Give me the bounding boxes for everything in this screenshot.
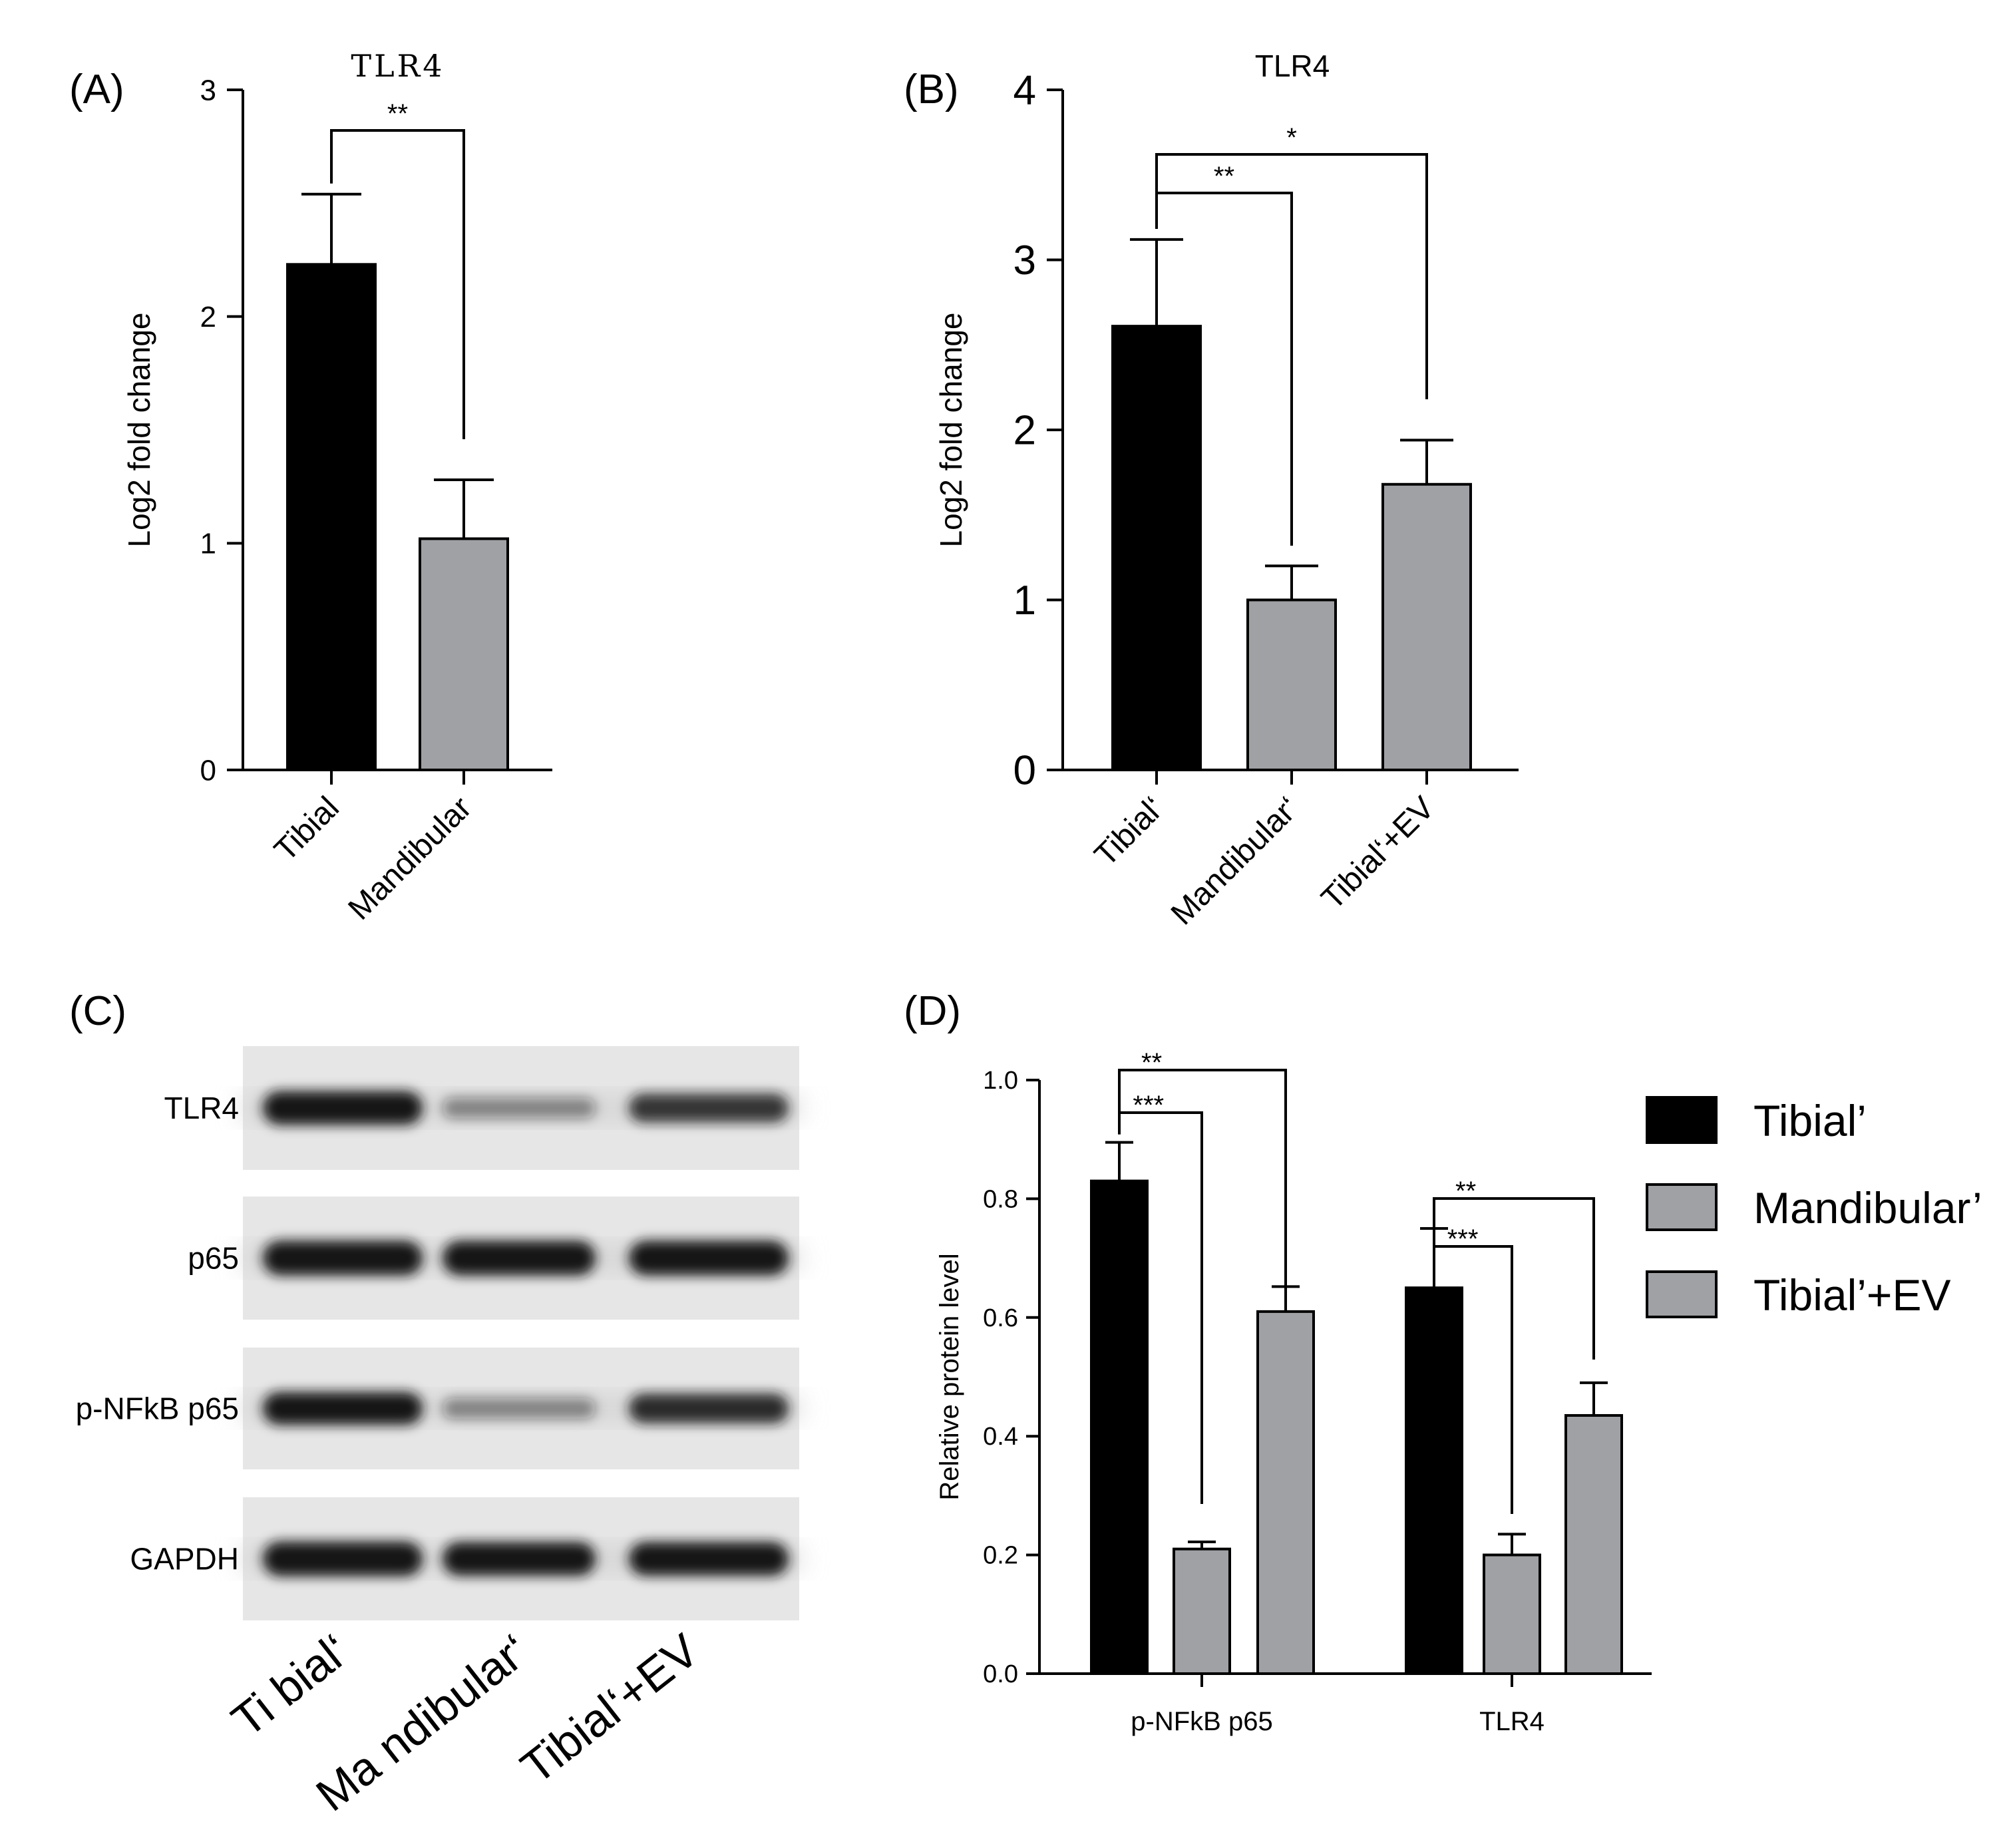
blot-band	[443, 1542, 596, 1576]
blot-lane-label: Tibial‘+EV	[511, 1624, 708, 1793]
bar	[1405, 1286, 1463, 1675]
blot-band	[263, 1392, 423, 1425]
bar	[1090, 1179, 1149, 1675]
y-tick-label: 0.0	[983, 1660, 1018, 1688]
blot-row: GAPDH	[130, 1497, 799, 1620]
blot-row: p-NFkB p65	[76, 1348, 799, 1469]
bar	[419, 537, 509, 772]
significance-label: **	[1214, 162, 1234, 191]
bar	[1111, 325, 1202, 771]
blot-band	[443, 1097, 596, 1119]
x-tick-label: Tibial‘	[1088, 790, 1171, 873]
blot-band	[263, 1091, 423, 1125]
bar	[1564, 1413, 1623, 1675]
bar	[1483, 1553, 1541, 1676]
legend-swatch	[1646, 1270, 1718, 1318]
blot-band	[629, 1393, 789, 1423]
y-tick-label: 3	[200, 74, 216, 106]
blot-row-label: GAPDH	[130, 1542, 239, 1576]
y-tick-label: 1	[200, 528, 216, 560]
panel-label-d: (D)	[904, 988, 961, 1034]
legend-item: Tibial’	[1646, 1096, 1867, 1145]
blot-band	[443, 1398, 596, 1419]
significance-bracket	[1433, 1197, 1595, 1360]
legend-swatch	[1646, 1183, 1718, 1231]
y-tick-label: 3	[1013, 238, 1036, 283]
chart-title: TLR4	[1255, 49, 1330, 83]
significance-label: *	[1286, 123, 1297, 152]
x-tick-label: Tibial‘+EV	[1315, 790, 1441, 916]
chart-b: 0 1 2 3 4 TLR4 Log2 fold change Tibial‘Mandibul…	[934, 49, 1519, 932]
y-tick-label: 2	[200, 301, 216, 333]
y-tick-label: 1.0	[983, 1067, 1018, 1095]
panel-label-b: (B)	[904, 67, 959, 112]
chart-a: 0 1 2 3 TLR4 Log2 fold change TibialMandibular…	[122, 48, 552, 927]
x-tick-label: TLR4	[1479, 1707, 1545, 1736]
y-tick-label: 2	[1013, 408, 1036, 454]
legend-item: Mandibular’	[1646, 1183, 1982, 1232]
significance-bracket	[1118, 1069, 1287, 1303]
x-tick-label: p-NFkB p65	[1131, 1707, 1272, 1736]
blot-row: TLR4	[164, 1046, 799, 1170]
bar	[1381, 482, 1472, 771]
x-tick-label: Mandibular‘	[1165, 790, 1306, 932]
blot-row-label: p-NFkB p65	[76, 1391, 239, 1426]
bar	[1173, 1547, 1231, 1675]
panel-label-c: (C)	[69, 988, 126, 1034]
legend-label: Mandibular’	[1753, 1183, 1982, 1232]
y-axis-title: Log2 fold change	[122, 313, 156, 548]
blot-row-label: TLR4	[164, 1091, 239, 1125]
blot-band	[629, 1542, 789, 1576]
y-tick-label: 0.8	[983, 1185, 1018, 1213]
significance-bracket	[330, 129, 465, 439]
significance-bracket	[1155, 153, 1428, 399]
y-axis-title: Log2 fold change	[934, 313, 968, 548]
y-tick-label: 1	[1013, 578, 1036, 624]
x-tick-label: Tibial	[268, 790, 345, 868]
y-tick-label: 0.2	[983, 1542, 1018, 1570]
blot-band	[629, 1093, 789, 1123]
significance-label: **	[387, 99, 408, 128]
panel-label-a: (A)	[69, 67, 124, 112]
significance-label: **	[1141, 1048, 1162, 1077]
bar	[286, 263, 377, 771]
bar	[1256, 1310, 1315, 1675]
significance-bracket	[1433, 1220, 1513, 1514]
legend-swatch	[1646, 1096, 1718, 1144]
blot-band	[263, 1240, 423, 1276]
blot-row-label: p65	[188, 1241, 239, 1276]
significance-label: **	[1455, 1177, 1476, 1206]
blot-band	[629, 1240, 789, 1276]
blot-row: p65	[188, 1197, 799, 1320]
significance-label: ***	[1447, 1224, 1479, 1254]
y-tick-label: 0	[200, 754, 216, 787]
significance-label: ***	[1133, 1091, 1164, 1120]
bar	[1246, 598, 1337, 771]
y-axis-title: Relative protein level	[935, 1253, 964, 1500]
legend-label: Tibial’+EV	[1753, 1270, 1951, 1320]
y-tick-label: 0	[1013, 748, 1036, 794]
y-tick-label: 4	[1013, 68, 1036, 114]
blot-lane-label: Ti bial‘	[222, 1624, 359, 1746]
y-tick-label: 0.4	[983, 1423, 1018, 1451]
legend-item: Tibial’+EV	[1646, 1270, 1951, 1320]
blot-band	[263, 1541, 423, 1576]
chart-d: 0.0 0.2 0.4 0.6 0.8 1.0 Relative protein level…	[935, 1048, 1982, 1736]
y-tick-label: 0.6	[983, 1304, 1018, 1332]
blot-band	[443, 1240, 596, 1276]
legend-label: Tibial’	[1753, 1096, 1867, 1145]
chart-title: TLR4	[351, 48, 445, 84]
x-tick-label: Mandibular	[341, 790, 478, 926]
